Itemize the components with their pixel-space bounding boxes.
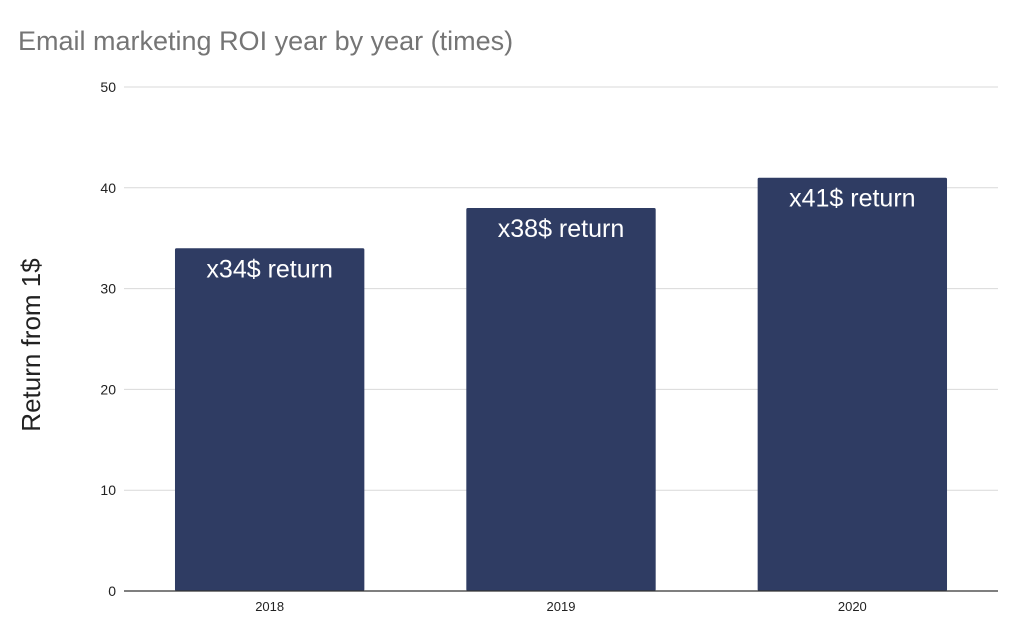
bar-2020 xyxy=(757,177,948,591)
y-tick-label: 30 xyxy=(100,281,116,297)
y-tick-label: 20 xyxy=(100,381,116,397)
y-tick-label: 0 xyxy=(108,583,116,599)
x-tick-label: 2019 xyxy=(547,599,576,614)
y-tick-label: 50 xyxy=(100,79,116,95)
bar-2019 xyxy=(466,207,656,591)
x-tick-label: 2020 xyxy=(838,599,867,614)
bars: x34$ return x38$ return x41$ return xyxy=(174,177,948,591)
data-label: x38$ return xyxy=(498,215,624,243)
x-tick-label: 2018 xyxy=(255,599,284,614)
y-tick-label: 40 xyxy=(100,180,116,196)
axes: 0 10 20 30 40 50 2018 2019 2020 xyxy=(100,79,998,614)
y-tick-label: 10 xyxy=(100,482,116,498)
data-label: x41$ return xyxy=(789,185,915,213)
bar-2018 xyxy=(174,248,365,591)
y-axis-label: Return from 1$ xyxy=(16,258,46,432)
chart-title: Email marketing ROI year by year (times) xyxy=(18,26,514,56)
data-label: x34$ return xyxy=(206,255,332,283)
